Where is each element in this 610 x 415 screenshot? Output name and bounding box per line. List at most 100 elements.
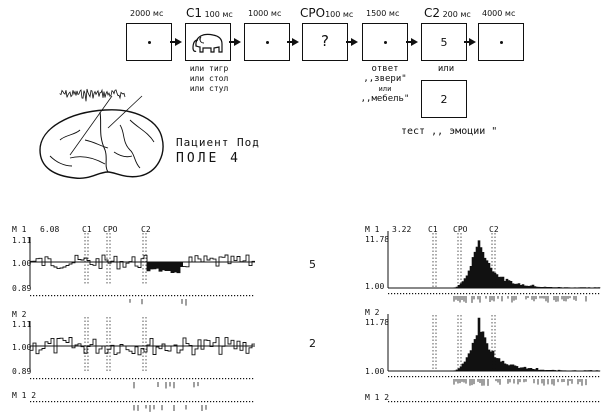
- left-ytick: 1.11: [12, 320, 32, 329]
- dot-row-mark: [481, 401, 483, 403]
- dot-row-mark: [535, 401, 537, 403]
- dot-row-mark: [475, 376, 477, 378]
- dot-row-mark: [424, 401, 426, 403]
- dot-row-mark: [141, 401, 143, 403]
- dot-row-mark: [198, 295, 200, 297]
- dot-row-mark: [499, 376, 501, 378]
- dot-row-mark: [252, 295, 254, 297]
- dot-row-mark: [66, 378, 68, 380]
- dot-row-mark: [87, 378, 89, 380]
- dot-row-mark: [508, 401, 510, 403]
- dot-row-mark: [583, 293, 585, 295]
- dot-row-mark: [550, 293, 552, 295]
- dot-row-mark: [246, 401, 248, 403]
- dot-row-mark: [153, 378, 155, 380]
- dot-row-mark: [162, 295, 164, 297]
- dot-row-mark: [403, 376, 405, 378]
- left-m1-label: М 1: [12, 225, 27, 234]
- dot-row-mark: [168, 401, 170, 403]
- dot-row-mark: [505, 376, 507, 378]
- dot-row-mark: [424, 293, 426, 295]
- dot-row-mark: [162, 401, 164, 403]
- dot-row-mark: [577, 376, 579, 378]
- dot-row-mark: [514, 293, 516, 295]
- dot-row-mark: [562, 376, 564, 378]
- dot-row-mark: [138, 401, 140, 403]
- dot-row-mark: [553, 401, 555, 403]
- arrow-right-icon: [406, 38, 418, 46]
- dot-row-mark: [442, 293, 444, 295]
- dot-row-mark: [237, 295, 239, 297]
- dot-row-mark: [526, 401, 528, 403]
- dot-row-mark: [234, 401, 236, 403]
- dot-row-mark: [114, 295, 116, 297]
- dot-row-mark: [505, 293, 507, 295]
- dot-row-mark: [439, 376, 441, 378]
- dot-row-mark: [177, 295, 179, 297]
- dot-row-mark: [544, 293, 546, 295]
- dot-row-mark: [574, 401, 576, 403]
- dot-row-mark: [144, 401, 146, 403]
- dot-row-mark: [129, 295, 131, 297]
- dot-row-mark: [126, 401, 128, 403]
- dot-row-mark: [69, 295, 71, 297]
- dot-row-mark: [102, 401, 104, 403]
- test-label: тест ,, эмоции ": [401, 126, 498, 137]
- right-marker-cpo: СРО: [453, 225, 468, 234]
- dot-row-mark: [45, 378, 47, 380]
- dot-row-mark: [156, 378, 158, 380]
- dot-row-mark: [171, 378, 173, 380]
- right-marker-c2: С2: [489, 225, 499, 234]
- dot-row-mark: [222, 378, 224, 380]
- arrow-right-icon: [464, 38, 476, 46]
- digit-2: 2: [440, 93, 448, 106]
- dot-row-mark: [463, 401, 465, 403]
- dot-row-mark: [75, 401, 77, 403]
- dot-row-mark: [204, 378, 206, 380]
- dot-row-mark: [592, 401, 594, 403]
- fixation-dot: [265, 40, 269, 44]
- dot-row-mark: [433, 401, 435, 403]
- dot-row-mark: [60, 401, 62, 403]
- dot-row-mark: [84, 378, 86, 380]
- c1-option: или стол: [189, 74, 229, 83]
- dot-row-mark: [105, 401, 107, 403]
- dot-row-mark: [240, 295, 242, 297]
- cpo-duration: 100 мс: [325, 10, 354, 19]
- dot-row-mark: [201, 295, 203, 297]
- dot-row-mark: [493, 293, 495, 295]
- dot-row-mark: [418, 293, 420, 295]
- dot-row-mark: [532, 293, 534, 295]
- dot-row-mark: [246, 378, 248, 380]
- c2-tag: С2: [424, 6, 441, 20]
- dot-row-mark: [81, 401, 83, 403]
- question-mark: ?: [321, 32, 329, 50]
- dot-row-mark: [559, 401, 561, 403]
- right-histograms: [387, 231, 601, 403]
- dot-row-mark: [466, 401, 468, 403]
- dot-row-mark: [69, 401, 71, 403]
- stimulus-box-c2-alt: 2: [421, 80, 467, 118]
- dot-row-mark: [577, 293, 579, 295]
- dot-row-mark: [135, 401, 137, 403]
- dot-row-mark: [526, 376, 528, 378]
- dot-row-mark: [105, 295, 107, 297]
- dot-row-mark: [156, 295, 158, 297]
- dot-row-mark: [234, 378, 236, 380]
- dot-row-mark: [30, 401, 32, 403]
- dot-row-mark: [177, 401, 179, 403]
- dot-row-mark: [523, 401, 525, 403]
- dot-row-mark: [105, 378, 107, 380]
- dot-row-mark: [90, 401, 92, 403]
- dot-row-mark: [598, 401, 600, 403]
- dot-row-mark: [243, 295, 245, 297]
- dot-row-mark: [391, 401, 393, 403]
- dot-row-mark: [183, 401, 185, 403]
- dot-row-mark: [487, 401, 489, 403]
- dot-row-mark: [117, 295, 119, 297]
- right-marker-c1: С1: [428, 225, 438, 234]
- dot-row-mark: [436, 376, 438, 378]
- dot-row-mark: [216, 401, 218, 403]
- dot-row-mark: [400, 401, 402, 403]
- c1-duration: 100 мс: [204, 10, 233, 19]
